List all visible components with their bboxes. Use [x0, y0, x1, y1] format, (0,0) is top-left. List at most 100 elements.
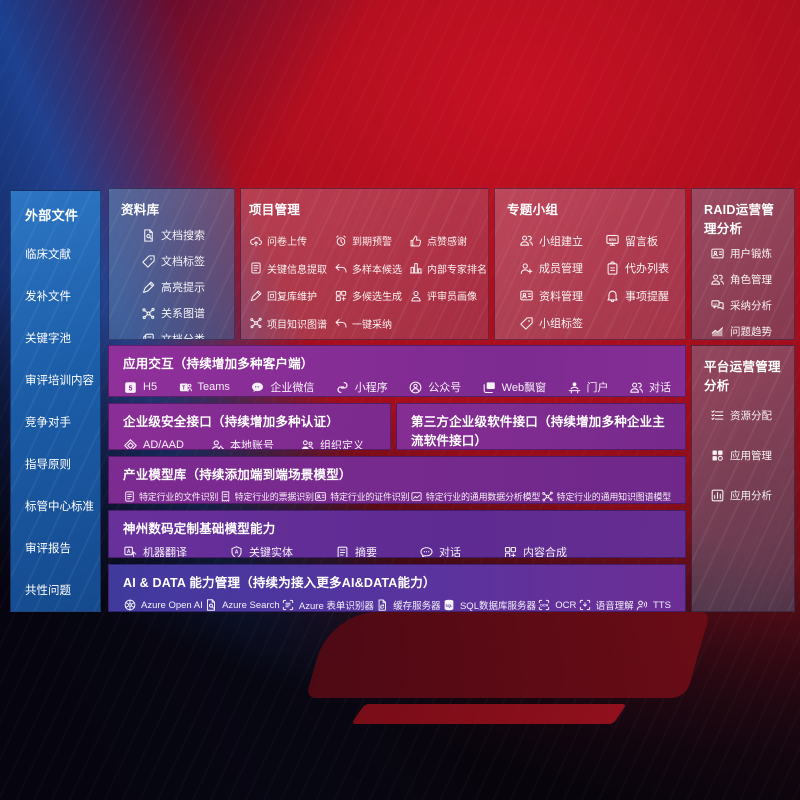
- feature-item: Web飘窗: [482, 379, 546, 395]
- receipt-icon: [219, 490, 232, 503]
- feature-label: 小组标签: [539, 318, 583, 331]
- feature-item: 本地账号: [210, 437, 274, 450]
- doc-search-icon: [204, 598, 218, 611]
- card-icon: [710, 246, 725, 261]
- grid-plus-icon: [334, 289, 348, 303]
- feature-label: 企业微信: [270, 382, 315, 394]
- feature-item: Azure Search: [204, 598, 280, 611]
- row-digital-china-models: 神州数码定制基础模型能力 A 机器翻译 A 关键实体 摘要: [108, 510, 686, 558]
- feature-label: Web飘窗: [501, 382, 547, 394]
- feature-item: QA 采纳分析: [710, 298, 782, 313]
- panel-title: 专题小组: [507, 203, 559, 217]
- row-title: 企业级安全接口（持续增加多种认证）: [123, 415, 339, 429]
- svg-text:T: T: [182, 385, 186, 391]
- feature-item: 特定行业的通用知识图谱模型: [541, 490, 671, 503]
- panel-title: 外部文件: [25, 208, 79, 223]
- feature-label: 关键信息提取: [267, 264, 327, 276]
- grid-plus-icon: [503, 545, 518, 557]
- svg-text:BBS: BBS: [609, 238, 617, 242]
- translate-icon: A: [123, 545, 138, 557]
- people-icon: [710, 272, 725, 287]
- feature-label: 多样本候选: [352, 264, 402, 276]
- feature-label: 到期预警: [352, 237, 392, 249]
- tag-icon: [519, 316, 534, 331]
- feature-label: 多候选生成: [352, 292, 402, 304]
- feature-item: 问卷上传: [249, 227, 327, 255]
- feature-label: 特定行业的文件识别: [139, 492, 219, 502]
- feature-label: 小组建立: [539, 235, 583, 248]
- feature-label: 应用分析: [730, 490, 772, 502]
- row-security-interface: 企业级安全接口（持续增加多种认证） AD/AAD 本地账号 组织定义: [108, 403, 391, 450]
- chart-card-icon: [710, 488, 725, 503]
- feature-item: 角色管理: [710, 272, 782, 287]
- feature-item: 对话: [419, 544, 461, 557]
- feature-label: 内容合成: [523, 547, 567, 558]
- feature-item: 项目知识图谱: [249, 310, 327, 338]
- teams-icon: T: [178, 380, 193, 395]
- feature-label: 一键采纳: [352, 319, 392, 331]
- person-gear-icon: [210, 438, 225, 449]
- feature-item: T Teams: [178, 380, 230, 395]
- feature-label: Azure Search: [222, 599, 280, 611]
- feature-label: 特定行业的证件识别: [330, 492, 410, 502]
- people-circle-icon: [408, 380, 423, 395]
- row-title: AI & DATA 能力管理（持续为接入更多AI&DATA能力）: [123, 576, 436, 590]
- feature-label: 本地账号: [229, 440, 274, 450]
- feature-item: 文档分类: [141, 331, 222, 339]
- thumbs-up-icon: [409, 234, 423, 248]
- person-add-icon: [519, 261, 534, 276]
- feature-item: 多候选生成: [334, 282, 402, 310]
- row-thirdparty-interface: 第三方企业级软件接口（持续增加多种企业主流软件接口） API自动化设计器: [396, 403, 686, 450]
- feature-item: 关键信息提取: [249, 255, 327, 283]
- feature-item: 资源分配: [710, 408, 782, 423]
- sidebar-item: 发补文件: [25, 291, 71, 303]
- svg-text:A: A: [127, 548, 131, 554]
- row-title: 第三方企业级软件接口（持续增加多种企业主流软件接口）: [411, 415, 666, 448]
- reply-icon: [334, 316, 348, 330]
- doc-lines-icon: [335, 545, 350, 557]
- feature-label: AD/AAD: [143, 439, 184, 450]
- feature-label: 特定行业的通用知识图谱模型: [556, 492, 672, 502]
- scan-icon: [281, 598, 295, 611]
- feature-item: SQL SQL数据库服务器: [442, 598, 536, 612]
- card-icon: [519, 288, 534, 303]
- feature-item: 事项提醒: [605, 282, 669, 310]
- network-icon: [141, 306, 156, 321]
- org-icon: [300, 438, 315, 449]
- feature-label: 公众号: [428, 382, 462, 394]
- feature-label: 机器翻译: [143, 547, 187, 558]
- shield-a-icon: A: [229, 545, 244, 557]
- feature-label: 应用管理: [730, 450, 772, 462]
- feature-label: SQL数据库服务器: [459, 601, 536, 612]
- feature-item: 多样本候选: [334, 255, 402, 283]
- feature-item: 5 H5: [123, 380, 157, 395]
- app-grid-icon: [710, 448, 725, 463]
- feature-item: 特定行业的通用数据分析模型: [410, 490, 540, 503]
- feature-label: 项目知识图谱: [267, 319, 327, 331]
- feature-label: 内部专家排名: [427, 264, 487, 276]
- bbs-icon: BBS: [605, 233, 620, 248]
- row-title: 应用交互（持续增加多种客户端）: [123, 357, 314, 371]
- feature-label: 缓存服务器: [393, 601, 441, 612]
- feature-label: 组织定义: [319, 440, 364, 450]
- svg-text:5: 5: [129, 385, 133, 392]
- feature-label: 资料管理: [539, 290, 583, 303]
- sidebar-item: 标管中心标准: [25, 501, 94, 513]
- feature-item: 公众号: [408, 379, 461, 395]
- panel-platform-analysis: 平台运营管理分析 资源分配 应用管理 应用分析: [691, 345, 795, 612]
- cloud-up-icon: [249, 234, 263, 248]
- person-icon: [409, 289, 423, 303]
- pencil-icon: [249, 289, 263, 303]
- feature-label: Azure Open AI: [141, 599, 203, 611]
- feature-label: Azure 表单识别器: [298, 601, 374, 612]
- feature-item: 代办列表: [605, 255, 669, 283]
- feature-item: 评审员画像: [409, 282, 487, 310]
- feature-item: 缓存服务器: [375, 598, 441, 612]
- database-icon: SQL: [442, 598, 456, 611]
- feature-label: 资源分配: [730, 410, 772, 422]
- feature-label: Teams: [197, 381, 230, 393]
- background-swoosh-shape: [305, 612, 711, 698]
- feature-label: 特定行业的票据识别: [234, 492, 314, 502]
- feature-item: 小程序: [335, 379, 388, 395]
